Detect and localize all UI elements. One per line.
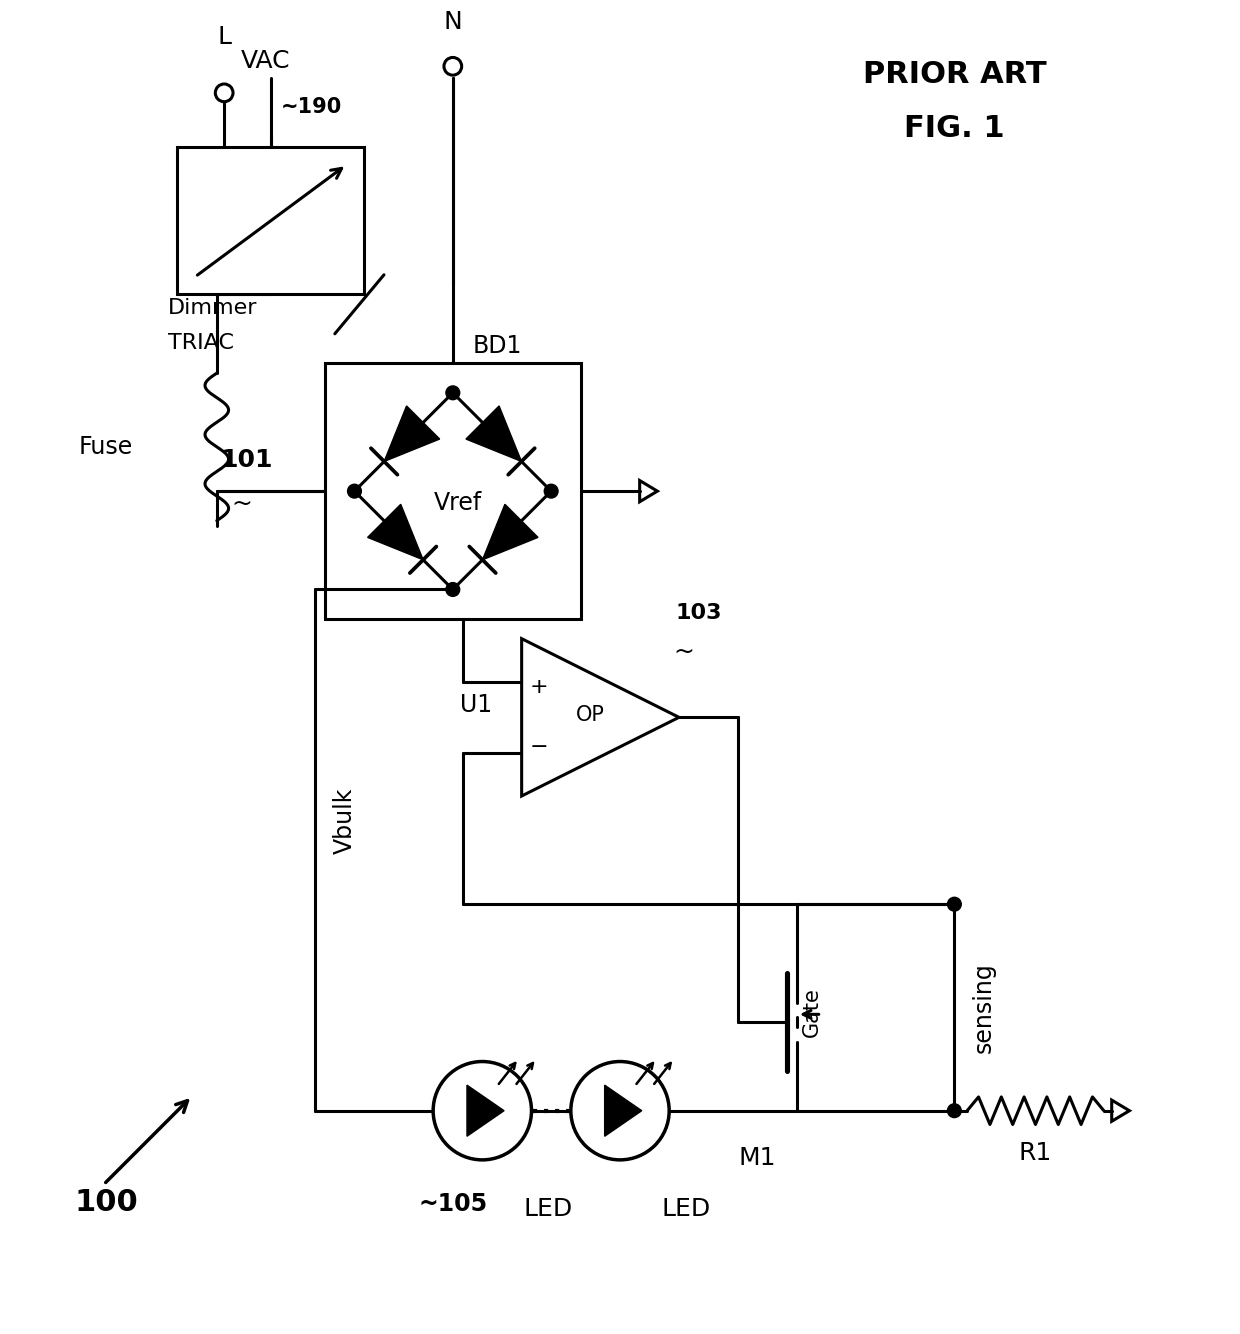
Text: sensing: sensing bbox=[972, 962, 996, 1053]
Text: 101: 101 bbox=[219, 448, 273, 471]
Text: R1: R1 bbox=[1019, 1141, 1052, 1165]
Text: ~: ~ bbox=[673, 639, 694, 663]
Circle shape bbox=[570, 1062, 670, 1159]
Bar bbox=[325, 363, 580, 619]
Polygon shape bbox=[367, 504, 423, 560]
Text: ~190: ~190 bbox=[280, 96, 342, 116]
Text: VAC: VAC bbox=[242, 49, 290, 73]
Text: 100: 100 bbox=[74, 1189, 138, 1217]
Text: BD1: BD1 bbox=[472, 335, 522, 359]
Text: FIG. 1: FIG. 1 bbox=[904, 115, 1004, 143]
Polygon shape bbox=[466, 406, 522, 462]
Text: ~: ~ bbox=[231, 492, 252, 516]
Text: TRIAC: TRIAC bbox=[167, 332, 233, 352]
Polygon shape bbox=[482, 504, 538, 560]
Text: LED: LED bbox=[523, 1197, 573, 1221]
Circle shape bbox=[444, 57, 461, 75]
Circle shape bbox=[947, 1103, 961, 1118]
Text: N: N bbox=[444, 9, 463, 33]
Bar bbox=[177, 147, 365, 295]
Circle shape bbox=[544, 484, 558, 498]
Text: ~105: ~105 bbox=[418, 1193, 487, 1217]
Text: Fuse: Fuse bbox=[79, 435, 133, 459]
Circle shape bbox=[216, 84, 233, 101]
Circle shape bbox=[446, 583, 460, 596]
Text: +: + bbox=[529, 678, 548, 698]
Text: L: L bbox=[217, 25, 231, 48]
Circle shape bbox=[347, 484, 361, 498]
Polygon shape bbox=[384, 406, 440, 462]
Text: Vref: Vref bbox=[434, 491, 482, 515]
Text: PRIOR ART: PRIOR ART bbox=[863, 60, 1047, 89]
Text: OP: OP bbox=[577, 706, 605, 726]
Circle shape bbox=[446, 386, 460, 400]
Text: M1: M1 bbox=[739, 1146, 776, 1170]
Text: 103: 103 bbox=[676, 603, 722, 623]
Polygon shape bbox=[467, 1085, 503, 1137]
Polygon shape bbox=[522, 639, 680, 796]
Text: −: − bbox=[529, 738, 548, 758]
Text: LED: LED bbox=[661, 1197, 711, 1221]
Circle shape bbox=[947, 898, 961, 911]
Polygon shape bbox=[605, 1085, 642, 1137]
Text: U1: U1 bbox=[460, 694, 492, 718]
Circle shape bbox=[433, 1062, 532, 1159]
Text: Vbulk: Vbulk bbox=[332, 787, 357, 854]
Text: Dimmer: Dimmer bbox=[167, 297, 257, 317]
Text: Gate: Gate bbox=[802, 987, 822, 1038]
